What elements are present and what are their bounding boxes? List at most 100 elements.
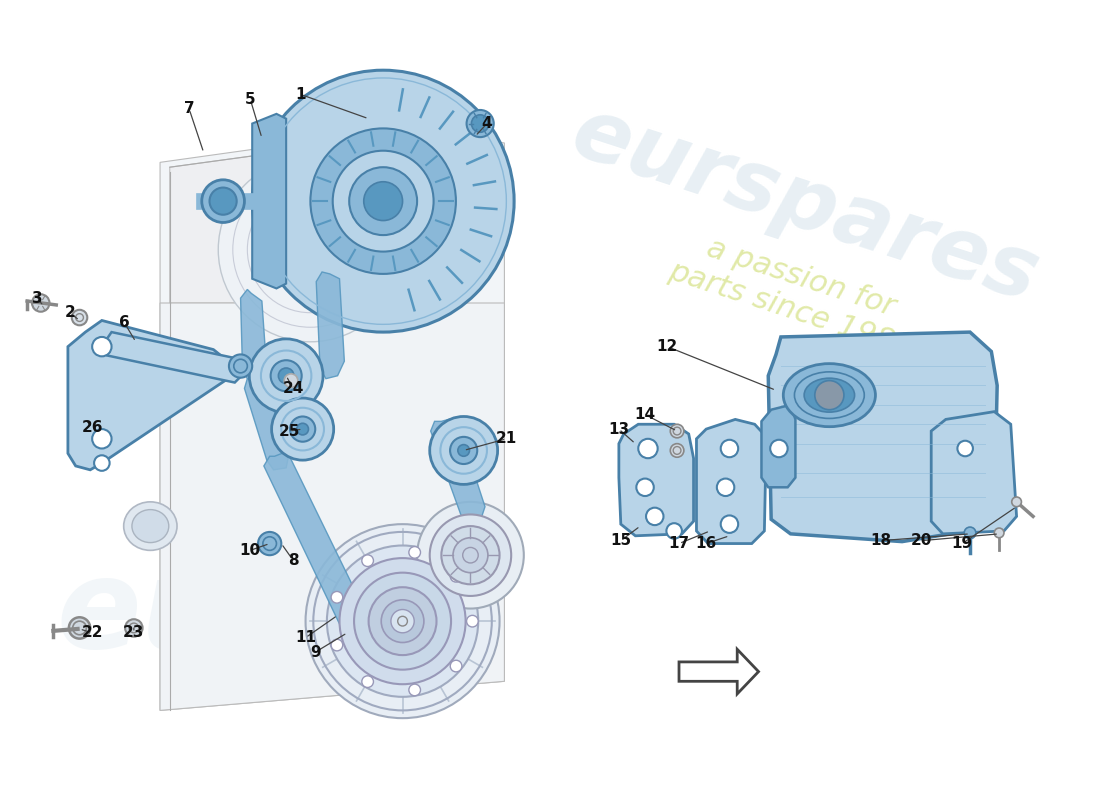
Text: 26: 26 [81,420,103,434]
Text: 25: 25 [278,423,300,438]
Circle shape [636,478,653,496]
Text: 8: 8 [287,553,298,567]
Circle shape [349,167,417,235]
Text: 9: 9 [310,645,320,660]
Circle shape [229,354,252,378]
Polygon shape [316,272,344,378]
Circle shape [390,610,415,633]
Circle shape [466,615,478,627]
Circle shape [667,523,682,538]
Text: 17: 17 [669,536,690,551]
Circle shape [670,424,684,438]
Ellipse shape [132,510,168,542]
Polygon shape [241,290,267,381]
Circle shape [646,508,663,525]
Polygon shape [161,303,505,710]
Text: 12: 12 [657,339,678,354]
Circle shape [290,417,316,442]
Circle shape [720,440,738,458]
Circle shape [770,440,788,458]
Polygon shape [264,451,368,634]
Text: 21: 21 [496,431,517,446]
Circle shape [368,587,437,655]
Circle shape [417,502,524,609]
Text: 11: 11 [295,630,316,645]
Circle shape [32,294,50,312]
Circle shape [409,546,420,558]
Text: 6: 6 [119,315,130,330]
Circle shape [278,368,294,383]
Text: 15: 15 [610,533,631,548]
Text: 10: 10 [240,543,261,558]
Circle shape [332,150,433,251]
Text: 22: 22 [81,626,103,640]
Text: 7: 7 [184,102,195,117]
Circle shape [450,570,462,582]
Ellipse shape [804,378,855,412]
Circle shape [306,524,499,718]
Text: 4: 4 [482,116,493,131]
Circle shape [382,600,424,642]
Circle shape [994,528,1004,538]
Circle shape [331,591,343,603]
Circle shape [364,182,403,221]
Polygon shape [932,412,1016,534]
Circle shape [92,429,111,449]
Circle shape [310,128,455,274]
Circle shape [430,514,512,596]
Text: 2: 2 [65,305,75,320]
Circle shape [125,619,143,637]
Polygon shape [101,332,244,382]
Ellipse shape [123,502,177,550]
Circle shape [453,538,488,573]
Text: 18: 18 [870,533,891,548]
Circle shape [252,70,514,332]
Polygon shape [679,650,759,694]
Circle shape [331,639,343,651]
Circle shape [441,526,499,584]
Polygon shape [252,114,286,289]
Text: eurspares: eurspares [561,91,1048,321]
Circle shape [250,339,323,413]
Text: 13: 13 [608,422,629,437]
Ellipse shape [783,364,876,426]
Circle shape [720,515,738,533]
Circle shape [717,478,735,496]
Polygon shape [68,321,228,470]
Circle shape [965,527,976,538]
Polygon shape [761,405,795,487]
Polygon shape [161,128,505,710]
Text: 16: 16 [695,536,717,551]
Text: a passion for
parts since 1985: a passion for parts since 1985 [664,224,926,362]
Circle shape [284,374,298,387]
Circle shape [327,546,478,697]
Circle shape [472,115,488,132]
Circle shape [466,110,494,137]
Circle shape [272,398,333,460]
Circle shape [354,573,451,670]
Polygon shape [619,424,694,536]
Text: eur: eur [57,553,293,674]
Circle shape [957,441,972,456]
Circle shape [450,660,462,672]
Circle shape [346,565,459,678]
Text: 3: 3 [32,290,42,306]
Text: 1: 1 [296,87,306,102]
Circle shape [340,558,465,684]
Text: 19: 19 [952,536,972,551]
Polygon shape [768,332,998,542]
Circle shape [258,532,282,555]
Circle shape [201,180,244,222]
Text: 23: 23 [123,626,144,640]
Circle shape [409,684,420,696]
Circle shape [670,444,684,458]
Text: 20: 20 [911,533,932,548]
Circle shape [430,417,497,484]
Circle shape [362,676,374,687]
Circle shape [271,360,301,391]
Circle shape [218,158,403,342]
Circle shape [1012,497,1022,506]
Polygon shape [244,376,289,470]
Circle shape [95,455,110,471]
Circle shape [815,381,844,410]
